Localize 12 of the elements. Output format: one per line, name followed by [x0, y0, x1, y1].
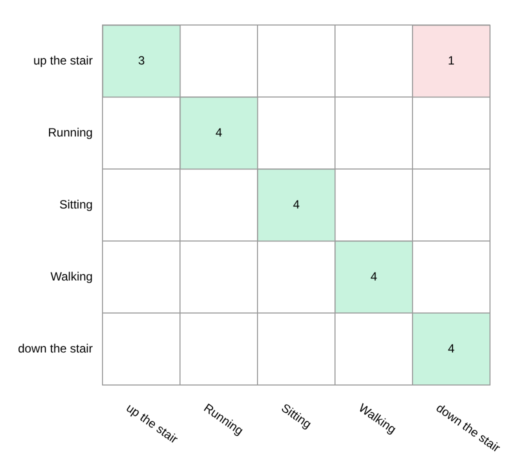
y-tick-label: Sitting	[59, 197, 93, 212]
data-label: 3	[138, 53, 146, 68]
y-tick-label: up the stair	[33, 53, 93, 68]
data-label: 4	[370, 269, 378, 284]
data-label: 4	[448, 341, 455, 356]
y-tick-label: Walking	[50, 269, 93, 284]
data-label: 4	[293, 197, 300, 212]
data-label: 4	[216, 125, 223, 140]
data-label: 1	[448, 53, 455, 68]
y-tick-label: Running	[48, 125, 93, 140]
x-tick-label: up the stair	[124, 400, 180, 446]
y-tick-label: down the stair	[18, 341, 93, 356]
